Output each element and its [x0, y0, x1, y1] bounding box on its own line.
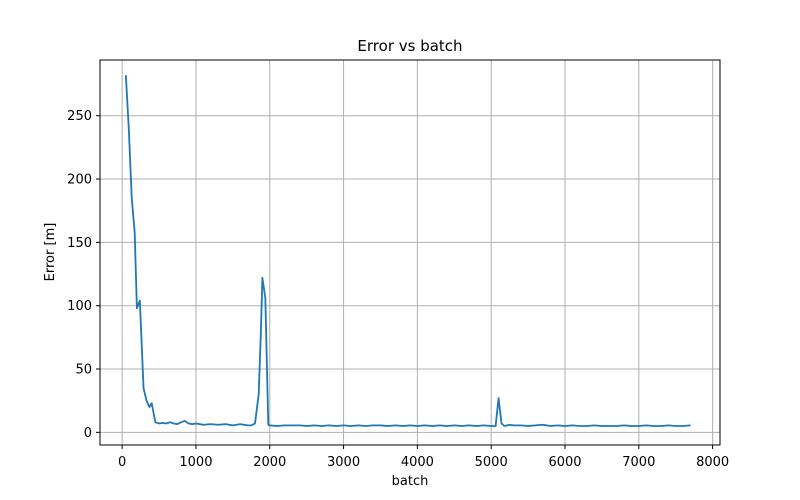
x-tick-label: 2000 — [253, 455, 286, 470]
plot-frame — [99, 59, 721, 446]
y-tick-label: 0 — [84, 426, 92, 441]
y-axis-label: Error [m] — [43, 223, 58, 282]
series-layer — [124, 75, 691, 427]
y-tick-label: 50 — [75, 363, 92, 378]
ticks: 0 1000 2000 3000 4000 5000 6000 7000 8000 0 50 100 1… — [67, 109, 729, 470]
x-tick-label: 7000 — [622, 455, 655, 470]
x-tick-label: 5000 — [475, 455, 508, 470]
y-tick-label: 150 — [67, 236, 92, 251]
x-tick-label: 4000 — [401, 455, 434, 470]
y-tick-label: 250 — [67, 109, 92, 124]
x-tick-label: 6000 — [548, 455, 581, 470]
y-tick-label: 100 — [67, 299, 92, 314]
x-tick-label: 0 — [118, 455, 126, 470]
x-tick-label: 3000 — [327, 455, 360, 470]
x-axis-label: batch — [392, 474, 429, 489]
y-tick-label: 200 — [67, 173, 92, 188]
error-series-line — [124, 75, 691, 427]
x-tick-label: 8000 — [696, 455, 729, 470]
grid — [100, 60, 720, 445]
chart-title: Error vs batch — [357, 37, 462, 55]
x-tick-label: 1000 — [179, 455, 212, 470]
